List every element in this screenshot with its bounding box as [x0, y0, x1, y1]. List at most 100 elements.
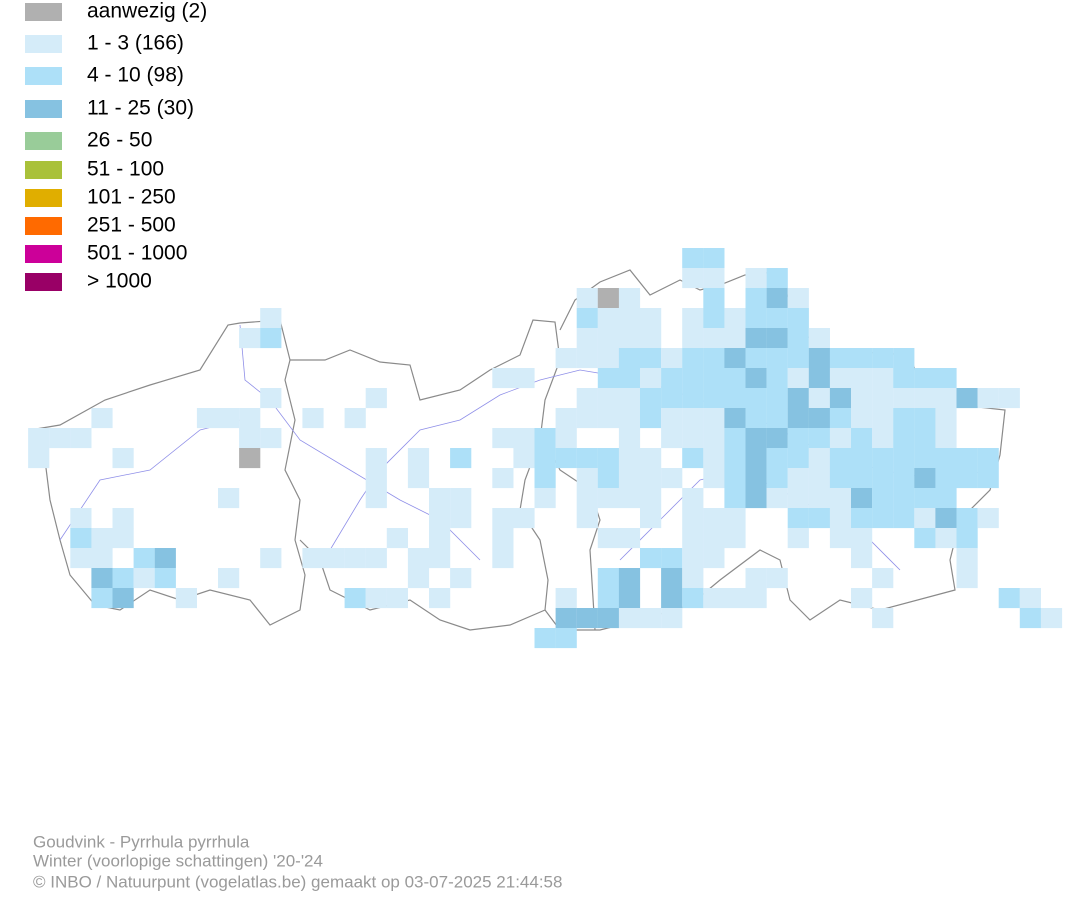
grid-cell: [492, 528, 514, 549]
grid-cell: [576, 508, 598, 529]
grid-cell: [872, 428, 894, 449]
grid-cell: [640, 348, 662, 369]
legend-label: > 1000: [87, 270, 152, 293]
grid-cell: [576, 348, 598, 369]
grid-cell: [851, 488, 873, 509]
grid-cell: [977, 508, 999, 529]
grid-cell: [407, 448, 430, 469]
grid-cell: [851, 428, 873, 449]
grid-cell: [365, 588, 387, 609]
grid-cell: [851, 588, 873, 609]
grid-cell: [682, 588, 704, 609]
grid-cell: [429, 508, 451, 529]
grid-cell: [956, 508, 978, 529]
grid-cell: [745, 568, 767, 589]
grid-cell: [703, 348, 725, 369]
legend-label: 251 - 500: [87, 214, 176, 237]
grid-cell: [618, 428, 641, 449]
grid-cell: [597, 408, 619, 429]
grid-cell: [787, 468, 809, 489]
grid-cell: [914, 528, 936, 549]
grid-cell: [808, 348, 830, 369]
grid-cell: [766, 388, 788, 409]
grid-cell: [914, 368, 936, 389]
grid-cell: [112, 508, 134, 529]
grid-cell: [365, 388, 387, 409]
grid-cell: [260, 428, 282, 449]
grid-cell: [239, 428, 261, 449]
grid-cell: [492, 468, 514, 489]
grid-cell: [618, 408, 641, 429]
grid-cell: [829, 528, 852, 549]
grid-cell: [618, 368, 641, 389]
grid-cell: [112, 528, 134, 549]
grid-cell: [640, 548, 662, 569]
legend-swatch: [25, 189, 62, 207]
grid-cell: [597, 348, 619, 369]
grid-cell: [851, 468, 873, 489]
grid-cell: [872, 388, 894, 409]
grid-cell: [597, 288, 619, 309]
legend-label: 1 - 3 (166): [87, 32, 184, 55]
grid-cell: [977, 388, 999, 409]
grid-cell: [893, 488, 915, 509]
grid-cell: [555, 628, 577, 649]
grid-cell: [808, 508, 830, 529]
grid-cell: [808, 328, 830, 349]
grid-cell: [682, 248, 704, 269]
grid-cell: [766, 428, 788, 449]
grid-cell: [640, 328, 662, 349]
grid-cell: [745, 268, 767, 289]
grid-cell: [829, 468, 852, 489]
grid-cell: [682, 508, 704, 529]
grid-cell: [724, 448, 746, 469]
grid-cell: [914, 508, 936, 529]
grid-cell: [893, 408, 915, 429]
grid-cell: [450, 568, 472, 589]
grid-cell: [914, 488, 936, 509]
grid-cell: [555, 448, 577, 469]
grid-cell: [597, 608, 619, 629]
grid-cell: [661, 608, 683, 629]
grid-cell: [682, 368, 704, 389]
grid-cell: [661, 428, 683, 449]
grid-cell: [640, 508, 662, 529]
grid-cell: [70, 528, 92, 549]
grid-cell: [344, 548, 366, 569]
grid-cell: [154, 548, 176, 569]
grid-cell: [956, 468, 978, 489]
grid-cell: [787, 288, 809, 309]
grid-cell: [998, 388, 1020, 409]
grid-cell: [576, 608, 598, 629]
grid-cell: [851, 548, 873, 569]
grid-cell: [851, 368, 873, 389]
legend-label: 501 - 1000: [87, 242, 187, 265]
grid-cell: [661, 468, 683, 489]
grid-cell: [429, 488, 451, 509]
legend-swatch: [25, 245, 62, 263]
legend-swatch: [25, 217, 62, 235]
grid-cell: [787, 348, 809, 369]
grid-cell: [70, 548, 92, 569]
grid-cell: [766, 468, 788, 489]
legend-label: 51 - 100: [87, 158, 164, 181]
grid-cell: [407, 468, 430, 489]
grid-cell: [935, 388, 957, 409]
grid-cell: [534, 488, 556, 509]
grid-cell: [1019, 588, 1041, 609]
grid-cell: [745, 468, 767, 489]
grid-cell: [618, 568, 641, 589]
grid-cell: [597, 468, 619, 489]
grid-cell: [70, 428, 92, 449]
legend-swatch: [25, 67, 62, 85]
grid-cell: [872, 488, 894, 509]
grid-cell: [618, 448, 641, 469]
grid-cell: [91, 568, 113, 589]
grid-cell: [386, 588, 408, 609]
grid-cell: [597, 568, 619, 589]
grid-cell: [555, 408, 577, 429]
grid-cell: [618, 468, 641, 489]
grid-cell: [365, 488, 387, 509]
